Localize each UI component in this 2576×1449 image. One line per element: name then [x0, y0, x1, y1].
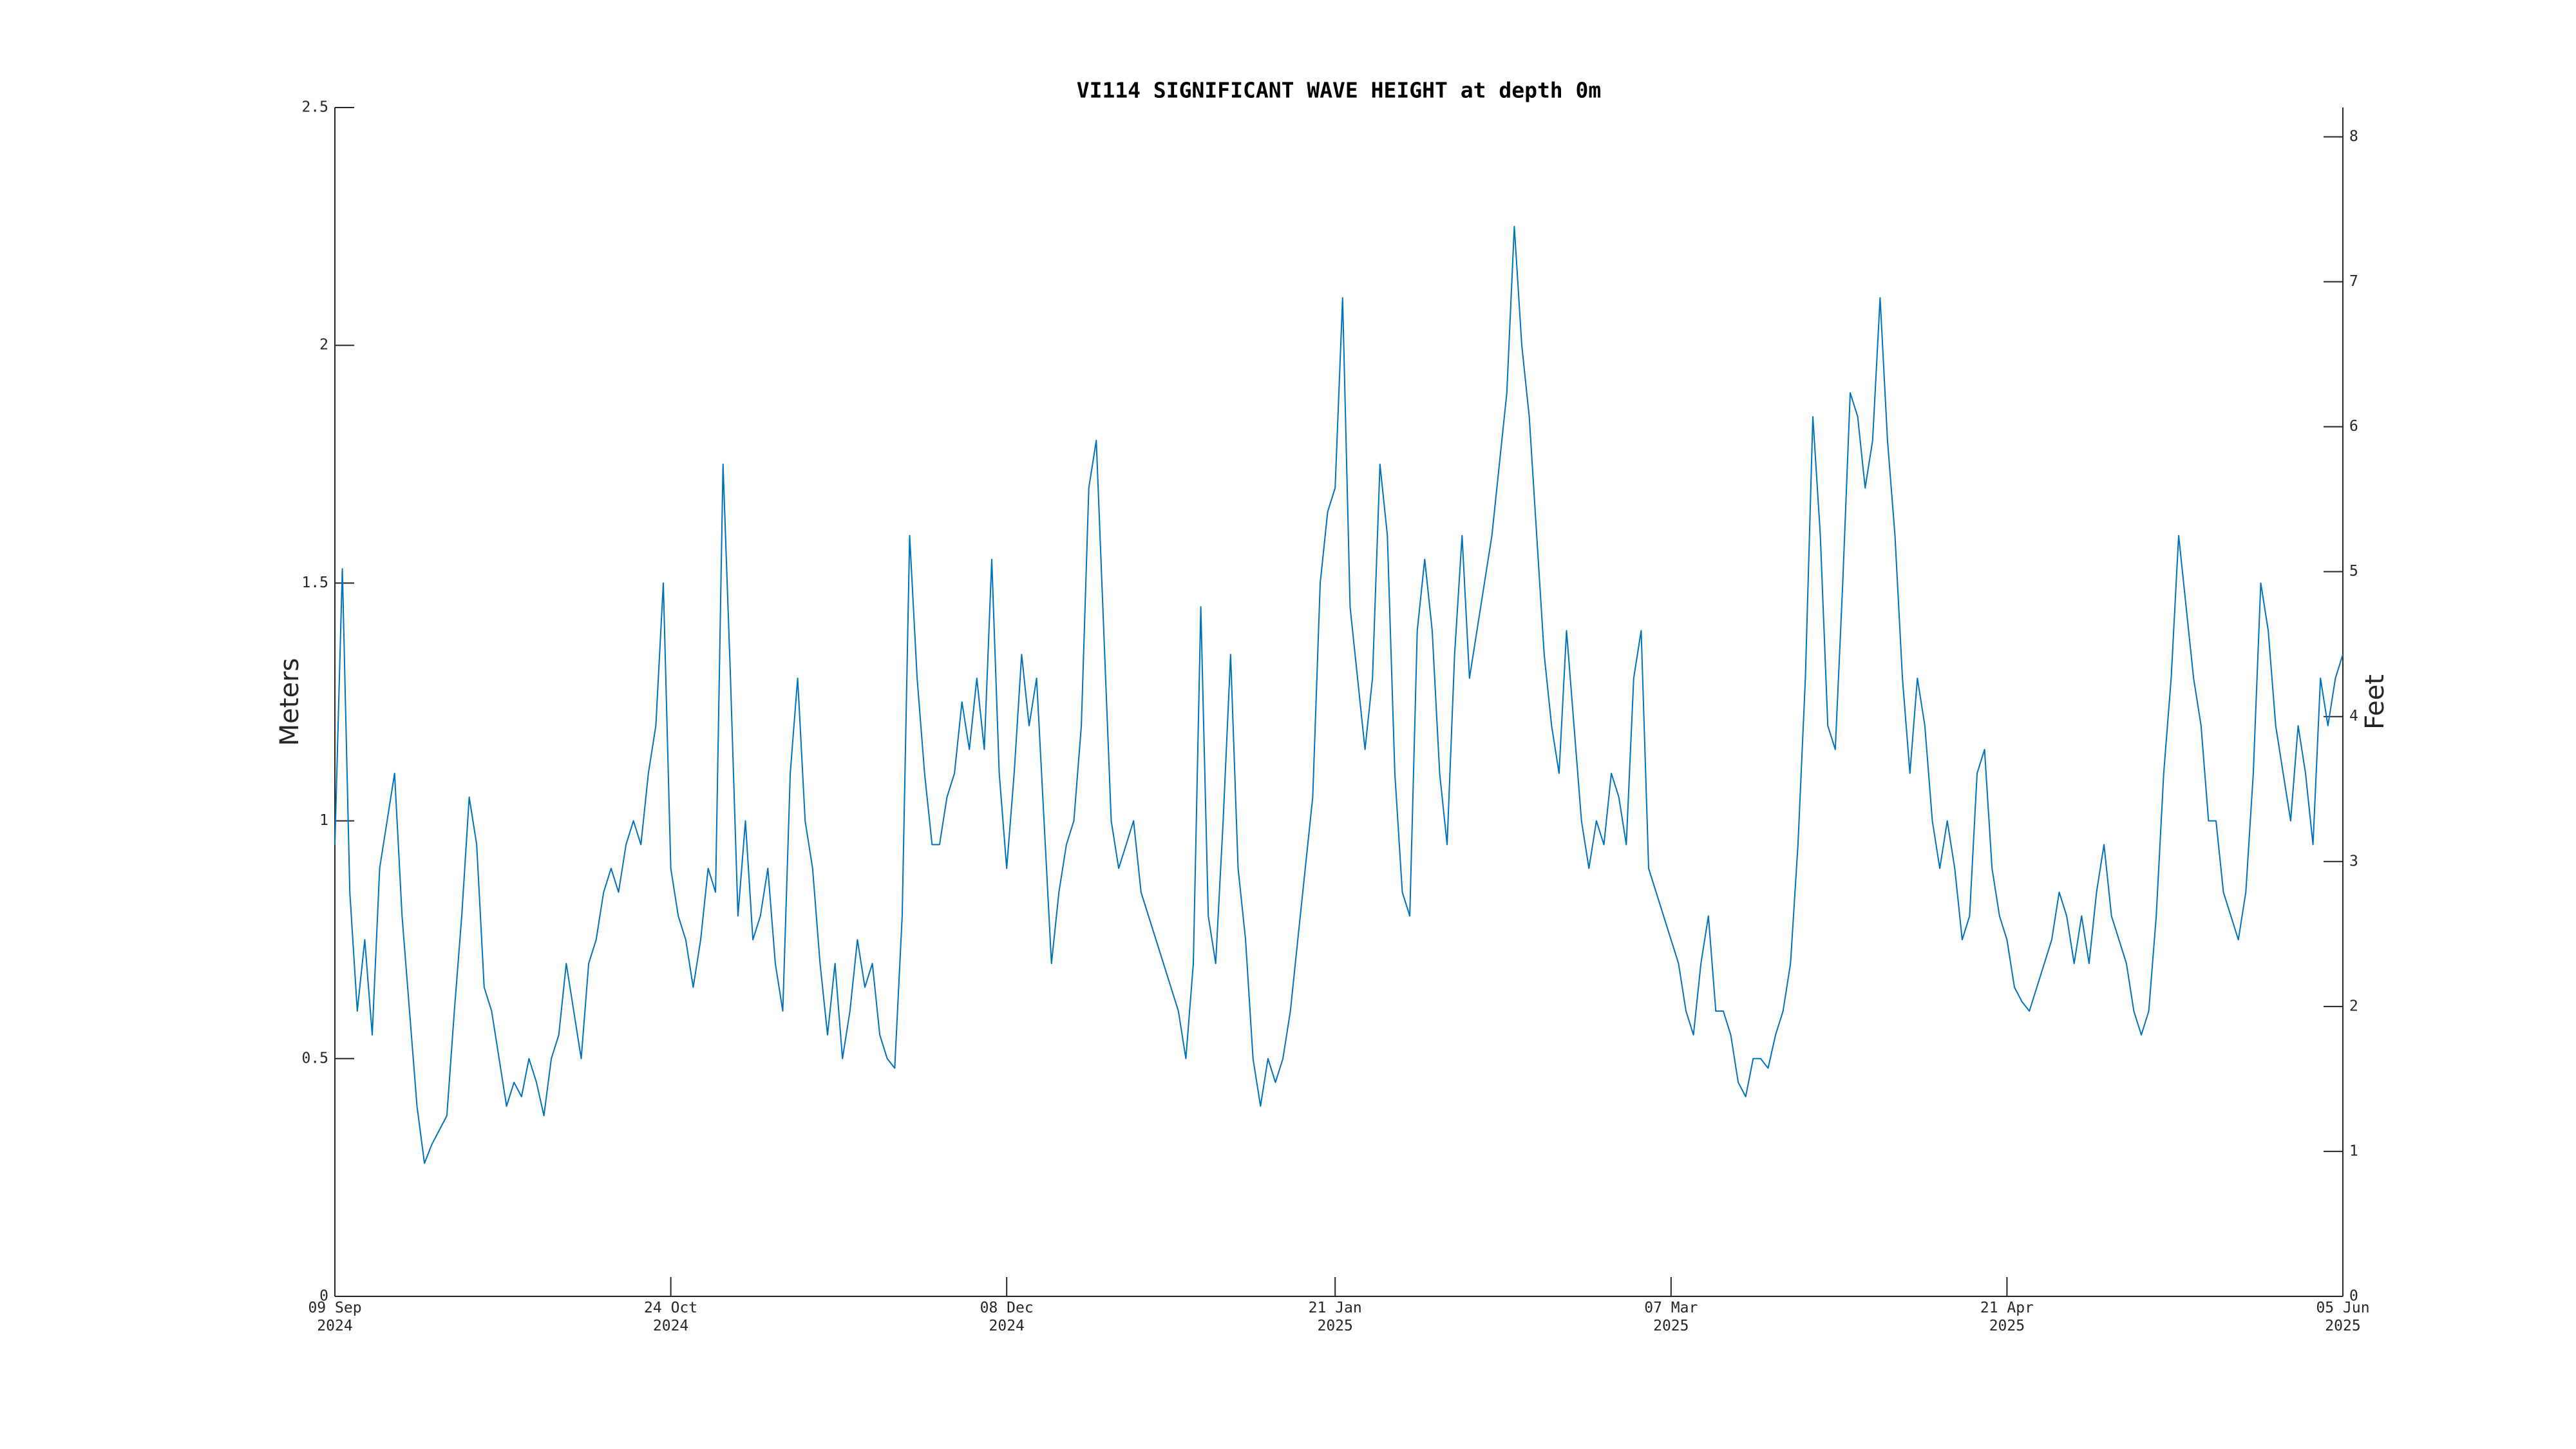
y2-tick-label: 4 [2349, 708, 2358, 724]
y-tick-label: 0 [319, 1288, 328, 1305]
x-tick-label: 05 Jun 2025 [2316, 1300, 2369, 1334]
y-tick-label: 2 [319, 337, 328, 354]
x-tick-label: 21 Jan 2025 [1309, 1300, 1362, 1334]
x-tick-label: 08 Dec 2024 [980, 1300, 1034, 1334]
y2-tick-label: 2 [2349, 998, 2358, 1014]
chart-title: VI114 SIGNIFICANT WAVE HEIGHT at depth 0… [1077, 78, 1602, 103]
y2-tick-label: 1 [2349, 1142, 2358, 1159]
y2-tick-label: 7 [2349, 273, 2358, 290]
y2-tick-label: 5 [2349, 563, 2358, 580]
x-tick-label: 09 Sep 2024 [308, 1300, 361, 1334]
y-tick-label: 1 [319, 812, 328, 829]
y-tick-label: 1.5 [301, 574, 328, 591]
y2-axis-label: Feet [2360, 674, 2390, 730]
x-tick-label: 24 Oct 2024 [644, 1300, 697, 1334]
y2-tick-label: 6 [2349, 418, 2358, 435]
y2-tick-label: 0 [2349, 1288, 2358, 1305]
y-tick-label: 2.5 [301, 99, 328, 116]
y2-tick-label: 8 [2349, 128, 2358, 145]
data-line [334, 225, 2344, 1164]
y-axis-label: Meters [275, 658, 305, 746]
y-tick-label: 0.5 [301, 1050, 328, 1066]
y2-tick-label: 3 [2349, 853, 2358, 869]
x-tick-label: 07 Mar 2025 [1644, 1300, 1698, 1334]
x-tick-label: 21 Apr 2025 [1980, 1300, 2034, 1334]
